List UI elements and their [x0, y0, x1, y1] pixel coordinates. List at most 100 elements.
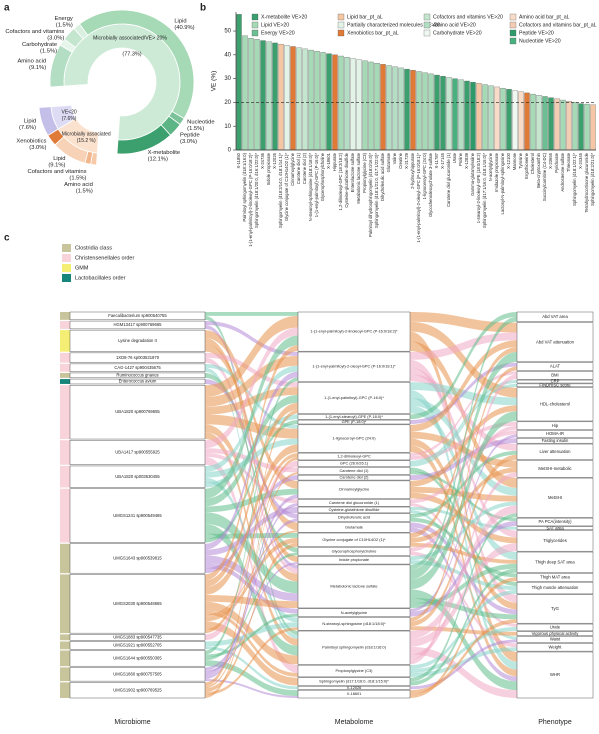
- flow: [410, 438, 517, 481]
- legend-label: Lactobacillales order: [75, 275, 126, 281]
- class-strip: [60, 330, 70, 352]
- x-tick-label: 1-(1-enyl-palmitoyl)-2-oleoyl-GPC (P-16:…: [416, 153, 421, 243]
- flow: [205, 552, 298, 661]
- legend-label: Cofactors and vitamins bar_pt_aL: [519, 22, 597, 28]
- metabolite-node: [297, 474, 411, 481]
- x-tick-label: Metabolonic lactone sulfate: [356, 152, 361, 203]
- legend-label: Christensenellales order: [75, 255, 134, 261]
- phenotype-node: [516, 573, 594, 582]
- legend-swatch: [423, 13, 431, 21]
- bar: [386, 65, 392, 151]
- flow: [410, 619, 517, 695]
- column-title: Phenotype: [538, 719, 572, 726]
- legend-swatch: [62, 264, 71, 272]
- metabolite-label: Glutamate: [345, 524, 363, 529]
- y-tick-label: 20: [224, 100, 231, 106]
- ring-label: Microbially associated: [62, 131, 111, 137]
- legend-swatch: [337, 29, 345, 37]
- phenotype-node: [516, 643, 594, 652]
- phenotype-node: [516, 517, 594, 527]
- legend-swatch: [509, 37, 517, 45]
- phenotype-label: Fasting insulin: [542, 438, 569, 443]
- bar: [314, 51, 320, 151]
- bar: [248, 38, 254, 151]
- metabolite-node: [297, 452, 411, 461]
- legend-label: Clostridia class: [75, 245, 112, 251]
- microbe-label: UMGS1643 sp900539815: [113, 556, 162, 561]
- legend-label: Nucleotide VE>20: [519, 38, 561, 44]
- ring-label: Microbially associated/VE> 20%: [93, 35, 167, 41]
- x-tick-label: Palmitoyl dihydrosphingomyelin (d18:0/16…: [368, 153, 373, 237]
- bar: [326, 53, 332, 151]
- segment-value-label: (12.1%): [148, 157, 168, 163]
- bar: [380, 64, 386, 151]
- flow: [410, 543, 517, 647]
- metabolite-node: [297, 608, 411, 617]
- segment-value-label: (7.6%): [19, 125, 36, 131]
- segment-label: Amino acid: [64, 182, 93, 188]
- bar: [392, 66, 398, 151]
- x-tick-label: Ergothioneine: [524, 152, 529, 179]
- phenotype-label: HDL-cholesterol: [540, 401, 570, 406]
- x-tick-label: Carotene diol glucuronide (1): [446, 152, 451, 207]
- bar: [242, 35, 248, 151]
- bar: [536, 95, 542, 151]
- bar: [350, 58, 356, 151]
- phenotype-node: [516, 581, 594, 595]
- class-strip: [60, 352, 70, 363]
- metabolite-node: [297, 311, 411, 352]
- flow: [205, 355, 298, 407]
- legend-label: Amino acid VE>20: [433, 22, 476, 28]
- segment-value-label: (1.5%): [56, 22, 73, 28]
- class-strip: [60, 682, 70, 698]
- microbe-node: [69, 650, 206, 667]
- microbe-label: UMGS1644 sp900550365: [113, 655, 162, 660]
- column-title: Metabolome: [335, 719, 374, 726]
- x-tick-label: Indole propionate: [266, 152, 271, 185]
- x-tick-label: Glycerophosphorylcholine: [320, 152, 325, 201]
- phenotype-label: SAT area: [546, 525, 564, 530]
- x-tick-label: N-acetylglycine: [488, 152, 493, 181]
- x-tick-label: Cinnamoylglycine: [290, 152, 295, 185]
- inner-ring-segment: [63, 23, 181, 141]
- metabolite-node: [297, 351, 411, 382]
- flow: [205, 330, 298, 489]
- x-tick-label: Enterolactone sulfate: [350, 152, 355, 192]
- phenotype-node: [516, 371, 594, 380]
- segment-label: Lipid: [53, 156, 65, 162]
- phenotype-label: Abd VAT attenuation: [536, 339, 575, 344]
- bar: [572, 102, 578, 151]
- class-strip: [60, 385, 70, 440]
- flow: [410, 332, 517, 360]
- bar: [404, 68, 410, 151]
- bar: [410, 70, 416, 151]
- phenotype-node: [516, 387, 594, 422]
- metabolite-label: Cysteine-glutathione disulfide: [329, 507, 380, 512]
- phenotype-label: Liver attenuation: [540, 449, 572, 454]
- outer-ring-segment: [38, 106, 59, 136]
- flow: [205, 452, 298, 504]
- legend-label: Partially characterized molecules VE>20: [347, 22, 440, 28]
- bar: [506, 89, 512, 151]
- y-tick-label: 30: [224, 76, 231, 82]
- class-strip: [60, 312, 70, 320]
- bar: [356, 59, 362, 151]
- metabolite-node: [297, 506, 411, 514]
- flow: [410, 472, 517, 660]
- flow: [205, 679, 298, 698]
- metabolite-label: N-acetylglycine: [341, 610, 367, 615]
- bar: [266, 41, 272, 151]
- bar: [236, 14, 242, 151]
- phenotype-label: FINDRISC score: [539, 382, 571, 387]
- phenotype-node: [516, 477, 594, 518]
- phenotype-label: Thigh MAT area: [540, 574, 570, 579]
- flow: [205, 444, 298, 595]
- bar: [482, 84, 488, 151]
- phenotype-node: [516, 460, 594, 478]
- flow: [410, 352, 517, 580]
- microbe-node: [69, 384, 206, 440]
- phenotype-label: Urate: [550, 625, 561, 630]
- segment-value-label: (1.5%): [187, 126, 204, 132]
- metabolite-label: 1-(1-enyl-stearoyl)-GPE (P-18:0)*: [325, 414, 383, 419]
- legend-swatch: [62, 274, 71, 282]
